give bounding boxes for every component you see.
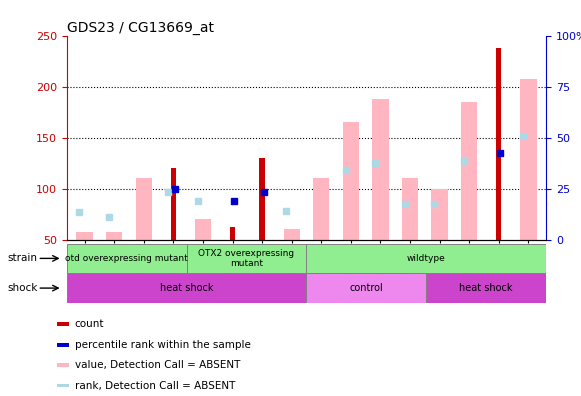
Text: OTX2 overexpressing
mutant: OTX2 overexpressing mutant: [199, 249, 295, 268]
Text: heat shock: heat shock: [460, 283, 513, 293]
Bar: [106, 232, 122, 240]
Bar: [426, 273, 546, 303]
Text: shock: shock: [7, 283, 37, 293]
Bar: [432, 188, 448, 240]
Text: control: control: [350, 283, 383, 293]
Text: wildtype: wildtype: [407, 254, 446, 263]
Text: value, Detection Call = ABSENT: value, Detection Call = ABSENT: [74, 360, 240, 370]
Bar: [187, 244, 307, 273]
Bar: [313, 178, 329, 240]
Bar: [57, 363, 70, 367]
Bar: [171, 168, 176, 240]
Bar: [57, 322, 70, 326]
Text: GDS23 / CG13669_at: GDS23 / CG13669_at: [67, 21, 214, 34]
Bar: [57, 343, 70, 346]
Bar: [260, 158, 265, 240]
Text: rank, Detection Call = ABSENT: rank, Detection Call = ABSENT: [74, 381, 235, 390]
Bar: [67, 244, 187, 273]
Bar: [343, 122, 359, 240]
Text: strain: strain: [7, 253, 37, 263]
Bar: [372, 99, 389, 240]
Bar: [496, 48, 501, 240]
Bar: [67, 273, 307, 303]
Bar: [307, 244, 546, 273]
Bar: [230, 227, 235, 240]
Text: percentile rank within the sample: percentile rank within the sample: [74, 340, 250, 350]
Bar: [307, 273, 426, 303]
Text: count: count: [74, 319, 104, 329]
Bar: [520, 80, 536, 240]
Bar: [57, 384, 70, 387]
Bar: [284, 229, 300, 240]
Bar: [77, 232, 93, 240]
Bar: [461, 102, 478, 240]
Text: otd overexpressing mutant: otd overexpressing mutant: [65, 254, 188, 263]
Bar: [402, 178, 418, 240]
Bar: [195, 219, 211, 240]
Bar: [135, 178, 152, 240]
Text: heat shock: heat shock: [160, 283, 213, 293]
